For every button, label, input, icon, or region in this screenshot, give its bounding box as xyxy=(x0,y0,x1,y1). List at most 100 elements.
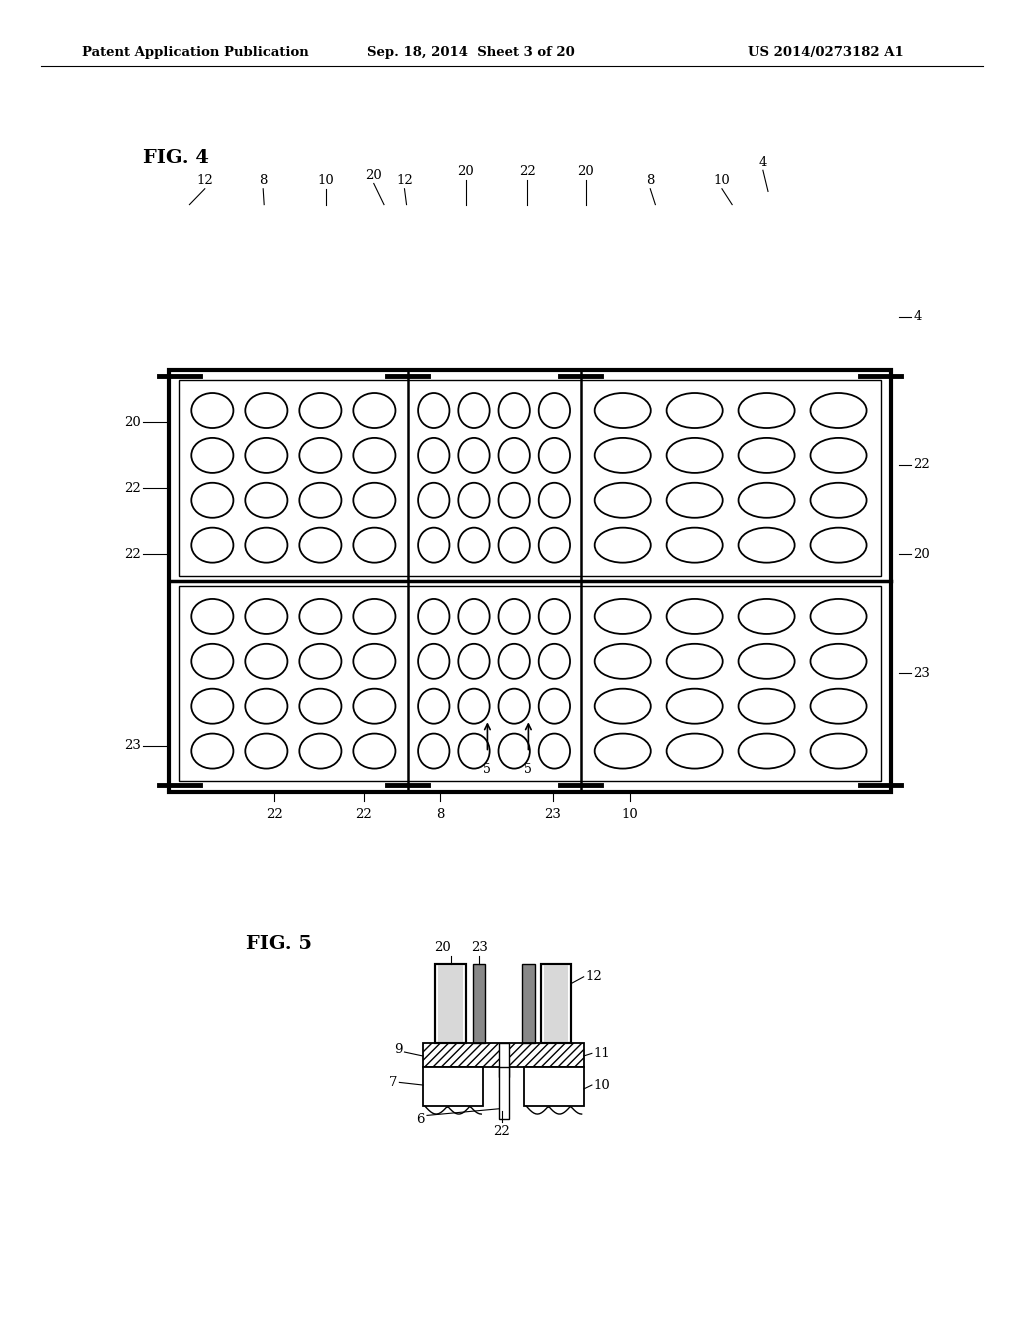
Ellipse shape xyxy=(539,528,570,562)
Ellipse shape xyxy=(499,689,529,723)
Text: 20: 20 xyxy=(913,548,930,561)
Ellipse shape xyxy=(191,734,233,768)
Ellipse shape xyxy=(418,483,450,517)
Ellipse shape xyxy=(810,528,866,562)
Ellipse shape xyxy=(499,528,529,562)
Bar xyxy=(522,964,535,1043)
Bar xyxy=(524,1067,584,1106)
Ellipse shape xyxy=(191,438,233,473)
Bar xyxy=(541,964,571,1043)
Ellipse shape xyxy=(246,734,288,768)
Ellipse shape xyxy=(246,438,288,473)
Ellipse shape xyxy=(459,599,489,634)
Bar xyxy=(169,370,891,792)
Ellipse shape xyxy=(299,438,341,473)
Ellipse shape xyxy=(539,438,570,473)
Text: 20: 20 xyxy=(125,416,141,429)
Text: 23: 23 xyxy=(471,941,487,954)
Ellipse shape xyxy=(539,483,570,517)
Ellipse shape xyxy=(353,393,395,428)
Ellipse shape xyxy=(499,644,529,678)
Ellipse shape xyxy=(418,599,450,634)
Text: FIG. 4: FIG. 4 xyxy=(143,149,209,168)
Ellipse shape xyxy=(299,734,341,768)
Text: 9: 9 xyxy=(394,1043,402,1056)
Ellipse shape xyxy=(539,599,570,634)
Ellipse shape xyxy=(667,393,723,428)
Ellipse shape xyxy=(667,438,723,473)
Ellipse shape xyxy=(810,393,866,428)
Ellipse shape xyxy=(738,644,795,678)
Ellipse shape xyxy=(499,438,529,473)
Ellipse shape xyxy=(459,393,489,428)
Text: 22: 22 xyxy=(494,1125,510,1138)
Bar xyxy=(473,964,485,1043)
Text: 22: 22 xyxy=(913,458,930,471)
Ellipse shape xyxy=(191,644,233,678)
Text: 22: 22 xyxy=(125,548,141,561)
Text: 12: 12 xyxy=(197,174,213,187)
Ellipse shape xyxy=(539,689,570,723)
Text: FIG. 5: FIG. 5 xyxy=(246,935,311,953)
Text: 10: 10 xyxy=(622,808,638,821)
Ellipse shape xyxy=(738,599,795,634)
Ellipse shape xyxy=(539,734,570,768)
Ellipse shape xyxy=(810,438,866,473)
Ellipse shape xyxy=(191,528,233,562)
Text: 8: 8 xyxy=(436,808,444,821)
Text: 12: 12 xyxy=(586,970,602,983)
Text: 6: 6 xyxy=(417,1113,425,1126)
Ellipse shape xyxy=(353,483,395,517)
Ellipse shape xyxy=(810,689,866,723)
Ellipse shape xyxy=(418,644,450,678)
Ellipse shape xyxy=(667,599,723,634)
Ellipse shape xyxy=(499,483,529,517)
Ellipse shape xyxy=(459,528,489,562)
Text: 8: 8 xyxy=(646,174,654,187)
Ellipse shape xyxy=(459,483,489,517)
Ellipse shape xyxy=(499,393,529,428)
Ellipse shape xyxy=(353,528,395,562)
Ellipse shape xyxy=(191,483,233,517)
Ellipse shape xyxy=(667,483,723,517)
Text: 4: 4 xyxy=(759,156,767,169)
Text: 12: 12 xyxy=(396,174,413,187)
Text: 10: 10 xyxy=(317,174,334,187)
Ellipse shape xyxy=(246,393,288,428)
Text: 20: 20 xyxy=(434,941,451,954)
Ellipse shape xyxy=(595,689,651,723)
Bar xyxy=(435,964,466,1043)
Ellipse shape xyxy=(810,483,866,517)
Ellipse shape xyxy=(595,438,651,473)
Ellipse shape xyxy=(738,438,795,473)
Ellipse shape xyxy=(353,599,395,634)
Ellipse shape xyxy=(667,644,723,678)
Ellipse shape xyxy=(299,689,341,723)
Text: 10: 10 xyxy=(594,1078,610,1092)
Ellipse shape xyxy=(667,689,723,723)
Bar xyxy=(423,1067,483,1106)
Ellipse shape xyxy=(246,644,288,678)
Text: 11: 11 xyxy=(594,1047,610,1060)
Ellipse shape xyxy=(459,644,489,678)
Text: 5: 5 xyxy=(524,763,532,776)
Ellipse shape xyxy=(738,734,795,768)
Ellipse shape xyxy=(299,483,341,517)
Bar xyxy=(179,586,881,781)
Text: 8: 8 xyxy=(259,174,267,187)
Ellipse shape xyxy=(595,599,651,634)
Bar xyxy=(499,1067,509,1119)
Ellipse shape xyxy=(418,393,450,428)
Ellipse shape xyxy=(191,393,233,428)
Ellipse shape xyxy=(299,528,341,562)
Ellipse shape xyxy=(738,689,795,723)
Ellipse shape xyxy=(299,599,341,634)
Bar xyxy=(179,380,881,576)
Ellipse shape xyxy=(810,734,866,768)
Text: 7: 7 xyxy=(389,1076,397,1089)
Ellipse shape xyxy=(418,734,450,768)
Text: 23: 23 xyxy=(545,808,561,821)
Ellipse shape xyxy=(459,438,489,473)
Text: Sep. 18, 2014  Sheet 3 of 20: Sep. 18, 2014 Sheet 3 of 20 xyxy=(368,46,574,59)
Ellipse shape xyxy=(539,644,570,678)
